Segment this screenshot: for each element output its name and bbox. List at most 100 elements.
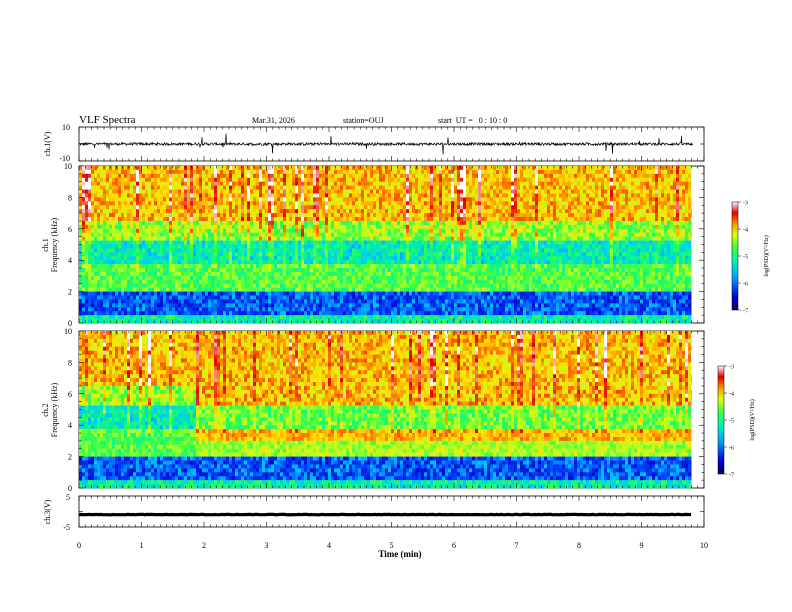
spectrogram-cell — [142, 177, 145, 182]
spectrogram-cell — [160, 244, 163, 249]
spectrogram-cell — [301, 185, 304, 190]
spectrogram-cell — [82, 166, 85, 171]
spectrogram-cell — [550, 209, 553, 214]
spectrogram-cell — [148, 244, 151, 249]
spectrogram-cell — [349, 213, 352, 218]
spectrogram-cell — [121, 252, 124, 257]
spectrogram-cell — [343, 213, 346, 218]
spectrogram-cell — [421, 181, 424, 186]
spectrogram-cell — [268, 213, 271, 218]
spectrogram-cell — [283, 177, 286, 182]
spectrogram-cell — [424, 224, 427, 230]
spectrogram-cell — [85, 256, 88, 261]
spectrogram-cell — [181, 166, 184, 171]
spectrogram-cell — [112, 205, 115, 210]
spectrogram-cell — [115, 173, 118, 179]
spectrogram-cell — [163, 197, 166, 202]
spectrogram-cell — [205, 169, 208, 175]
spectrogram-cell — [193, 205, 196, 210]
spectrogram-cell — [457, 166, 460, 171]
spectrogram-cell — [643, 181, 646, 186]
spectrogram-cell — [448, 201, 451, 206]
spectrogram-cell — [349, 181, 352, 186]
spectrogram-cell — [541, 213, 544, 218]
spectrogram-cell — [271, 248, 274, 253]
spectrogram-cell — [457, 244, 460, 249]
spectrogram-cell — [583, 248, 586, 253]
spectrogram-cell — [442, 209, 445, 214]
spectrogram-cell — [487, 248, 490, 253]
spectrogram-cell — [388, 185, 391, 190]
spectrogram-cell — [259, 169, 262, 175]
spectrogram-cell — [403, 181, 406, 186]
spectrogram-cell — [415, 193, 418, 198]
spectrogram-cell — [565, 236, 568, 241]
spectrogram-cell — [520, 236, 523, 241]
spectrogram-cell — [640, 240, 643, 245]
spectrogram-cell — [367, 240, 370, 245]
spectrogram-cell — [667, 224, 670, 230]
spectrogram-cell — [337, 224, 340, 230]
spectrogram-cell — [280, 173, 283, 179]
spectrogram-cell — [235, 248, 238, 253]
spectrogram-cell — [532, 166, 535, 171]
spectrogram-cell — [262, 224, 265, 230]
spectrogram-cell — [145, 220, 148, 226]
spectrogram-cell — [412, 181, 415, 186]
spectrogram-cell — [157, 232, 160, 237]
spectrogram-cell — [112, 252, 115, 257]
spectrogram-cell — [109, 169, 112, 175]
spectrogram-cell — [394, 177, 397, 182]
spectrogram-cell — [253, 252, 256, 257]
spectrogram-cell — [457, 240, 460, 245]
spectrogram-cell — [445, 173, 448, 179]
spectrogram-cell — [409, 217, 412, 222]
spectrogram-cell — [664, 205, 667, 210]
spectrogram-cell — [424, 228, 427, 234]
spectrogram-cell — [268, 201, 271, 206]
spectrogram-cell — [109, 193, 112, 198]
spectrogram-cell — [301, 181, 304, 186]
spectrogram-cell — [388, 240, 391, 245]
spectrogram-cell — [580, 185, 583, 190]
spectrogram-cell — [571, 189, 574, 194]
spectrogram-cell — [331, 185, 334, 190]
spectrogram-cell — [316, 173, 319, 179]
spectrogram-cell — [370, 228, 373, 234]
spectrogram-cell — [304, 166, 307, 171]
spectrogram-cell — [337, 197, 340, 202]
spectrogram-cell — [427, 240, 430, 245]
spectrogram-cell — [250, 169, 253, 175]
spectrogram-cell — [646, 189, 649, 194]
spectrogram-cell — [418, 209, 421, 214]
spectrogram-cell — [457, 201, 460, 206]
spectrogram-cell — [409, 177, 412, 182]
spectrogram-cell — [688, 201, 691, 206]
spectrogram-cell — [688, 189, 691, 194]
spectrogram-cell — [568, 224, 571, 230]
spectrogram-cell — [409, 181, 412, 186]
spectrogram-cell — [271, 209, 274, 214]
spectrogram-cell — [424, 248, 427, 253]
spectrogram-cell — [247, 232, 250, 237]
spectrogram-cell — [505, 209, 508, 214]
spectrogram-cell — [427, 252, 430, 257]
spectrogram-cell — [100, 166, 103, 171]
spectrogram-cell — [196, 228, 199, 234]
spectrogram-cell — [451, 240, 454, 245]
spectrogram-cell — [439, 185, 442, 190]
spectrogram-cell — [274, 240, 277, 245]
spectrogram-cell — [400, 232, 403, 237]
spectrogram-cell — [592, 173, 595, 179]
spectrogram-cell — [388, 209, 391, 214]
spectrogram-cell — [553, 252, 556, 257]
spectrogram-cell — [676, 201, 679, 206]
spectrogram-cell — [430, 252, 433, 257]
spectrogram-cell — [667, 173, 670, 179]
spectrogram-cell — [430, 189, 433, 194]
spectrogram-cell — [508, 166, 511, 171]
spectrogram-cell — [310, 166, 313, 171]
spectrogram-cell — [637, 209, 640, 214]
spectrogram-cell — [268, 244, 271, 249]
spectrogram-cell — [547, 205, 550, 210]
